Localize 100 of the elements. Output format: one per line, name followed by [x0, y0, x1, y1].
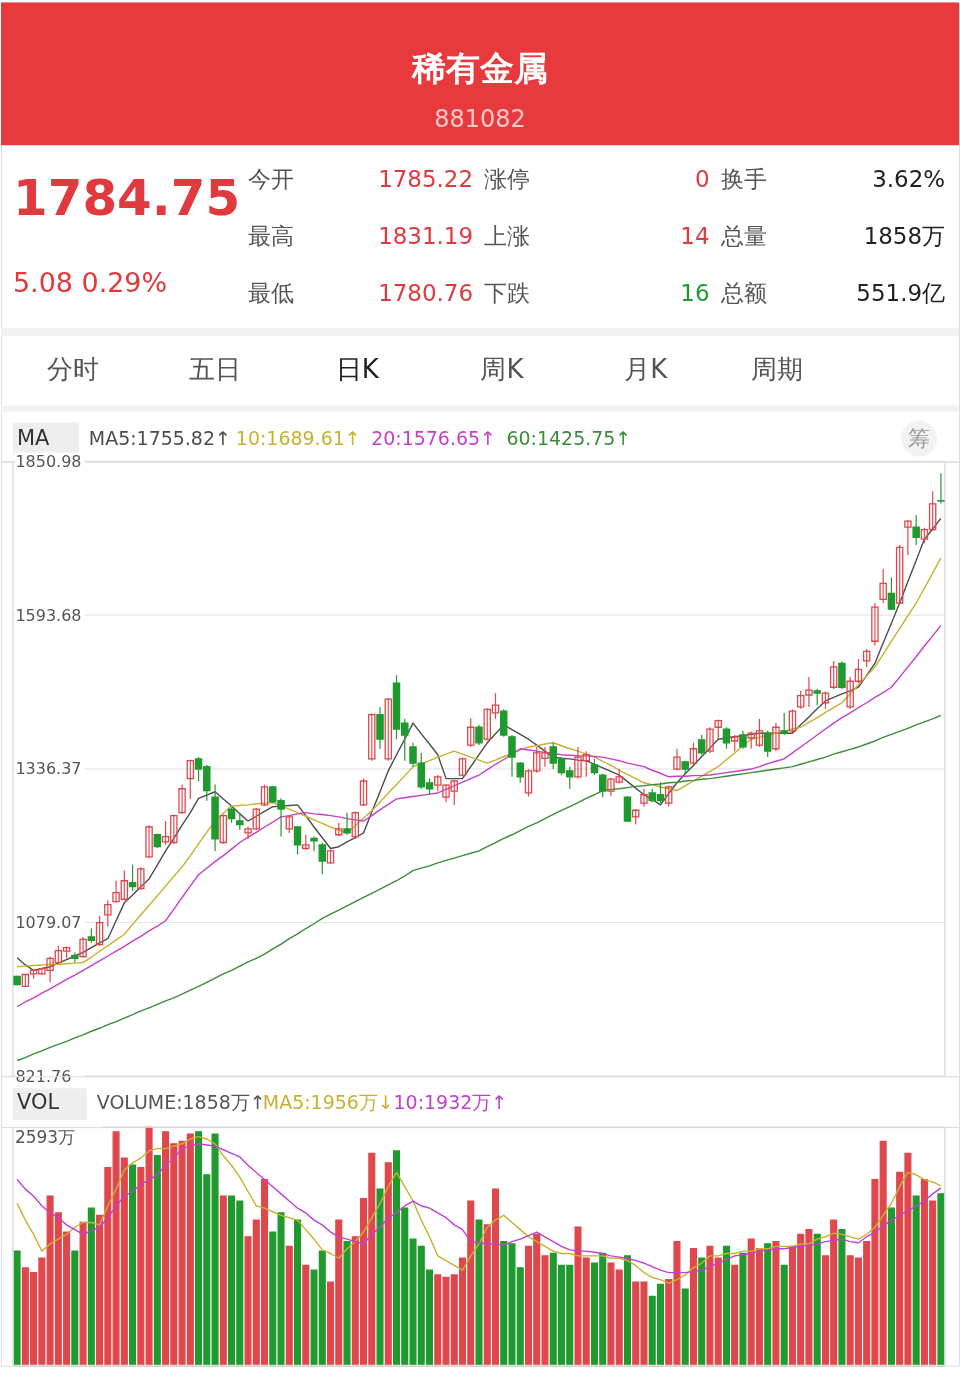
bar [838, 1228, 846, 1367]
bar [376, 1188, 384, 1367]
candlestick [846, 676, 854, 710]
candlestick [763, 730, 772, 758]
candlestick [491, 692, 500, 720]
candlestick [318, 841, 327, 875]
bar [277, 1212, 285, 1367]
text: 10:1689.61↑ [235, 426, 361, 449]
text: 60:1425.75↑ [506, 426, 632, 449]
text: 总额 [720, 279, 768, 306]
candlestick [689, 742, 698, 766]
text: 1785.22 [378, 166, 474, 193]
bar [937, 1193, 945, 1367]
candlestick [145, 824, 153, 859]
candlestick [95, 915, 104, 947]
candlestick [904, 519, 912, 556]
bar [211, 1133, 219, 1367]
candlestick [829, 660, 838, 690]
bar [714, 1257, 722, 1367]
candlestick [524, 768, 533, 798]
text: 涨停 [483, 166, 530, 193]
bar [269, 1231, 277, 1367]
candlestick [46, 956, 54, 983]
candlestick [252, 807, 261, 831]
text: MA [16, 425, 51, 450]
candlestick [293, 825, 302, 856]
candlestick [838, 660, 846, 690]
bar [343, 1240, 351, 1367]
candlestick [706, 726, 714, 754]
candlestick [368, 712, 376, 762]
text: 10:1932万↑ [393, 1091, 508, 1114]
text: 周K [480, 353, 525, 384]
bar [739, 1252, 747, 1367]
candlestick [170, 813, 178, 845]
chart-title: 稀有金属 [411, 49, 548, 89]
candlestick [607, 777, 615, 797]
text: MA5:1755.82↑ [88, 426, 231, 449]
text: 551.9亿 [856, 279, 946, 306]
candlestick [161, 820, 170, 846]
candlestick [359, 778, 368, 807]
candlestick [664, 785, 673, 808]
text: 月K [624, 353, 669, 384]
bar [887, 1207, 895, 1367]
text: 1831.19 [378, 222, 474, 249]
bar [772, 1240, 780, 1367]
text: 今开 [248, 166, 295, 193]
bar [623, 1255, 632, 1367]
text: 1784.75 [12, 168, 241, 227]
bar [219, 1195, 227, 1367]
bar [129, 1164, 137, 1367]
text: VOL [16, 1090, 60, 1115]
candlestick [640, 788, 648, 808]
text: 日K [335, 353, 380, 384]
candlestick [582, 750, 590, 778]
text: 周期 [751, 353, 804, 384]
line-series [16, 714, 942, 1062]
bar [879, 1140, 887, 1367]
text: 0 [694, 166, 710, 193]
text: 最低 [248, 279, 295, 306]
candlestick [450, 779, 458, 806]
bar [813, 1233, 821, 1367]
y-tick-label: 1336.37 [15, 759, 82, 779]
candlestick [244, 825, 252, 840]
candlestick [928, 490, 937, 532]
chart-subtitle: 881082 [434, 105, 526, 134]
text: 16 [680, 279, 710, 306]
candlestick [772, 722, 780, 752]
candlestick [483, 707, 491, 741]
annotation: 2593万 [14, 1127, 76, 1148]
candlestick [788, 708, 797, 734]
bar [13, 1250, 21, 1367]
text: 筹 [908, 425, 931, 451]
y-tick-label: 1079.07 [15, 913, 82, 932]
candlestick [384, 697, 393, 762]
candlestick [120, 869, 129, 902]
candlestick [219, 813, 228, 845]
bar [71, 1250, 79, 1367]
bar [87, 1207, 95, 1367]
bar [731, 1264, 739, 1367]
candlestick [500, 708, 508, 738]
line-series [16, 624, 942, 1008]
text: 20:1576.65↑ [371, 426, 496, 449]
candlestick [887, 576, 896, 611]
candlestick [104, 899, 112, 928]
text: 分时 [46, 353, 99, 384]
candlestick [574, 746, 582, 780]
bar [137, 1166, 145, 1367]
candlestick [879, 568, 887, 604]
bar [698, 1257, 706, 1367]
y-tick-label: 1593.68 [15, 605, 82, 625]
bar [764, 1243, 772, 1367]
candlestick [343, 812, 351, 836]
text: 总量 [720, 222, 768, 249]
candlestick [260, 783, 269, 807]
text: 14 [680, 222, 710, 249]
bar [706, 1245, 714, 1367]
text: 3.62% [872, 166, 946, 193]
bar [384, 1162, 392, 1367]
candlestick [310, 835, 318, 852]
bar [285, 1245, 293, 1367]
